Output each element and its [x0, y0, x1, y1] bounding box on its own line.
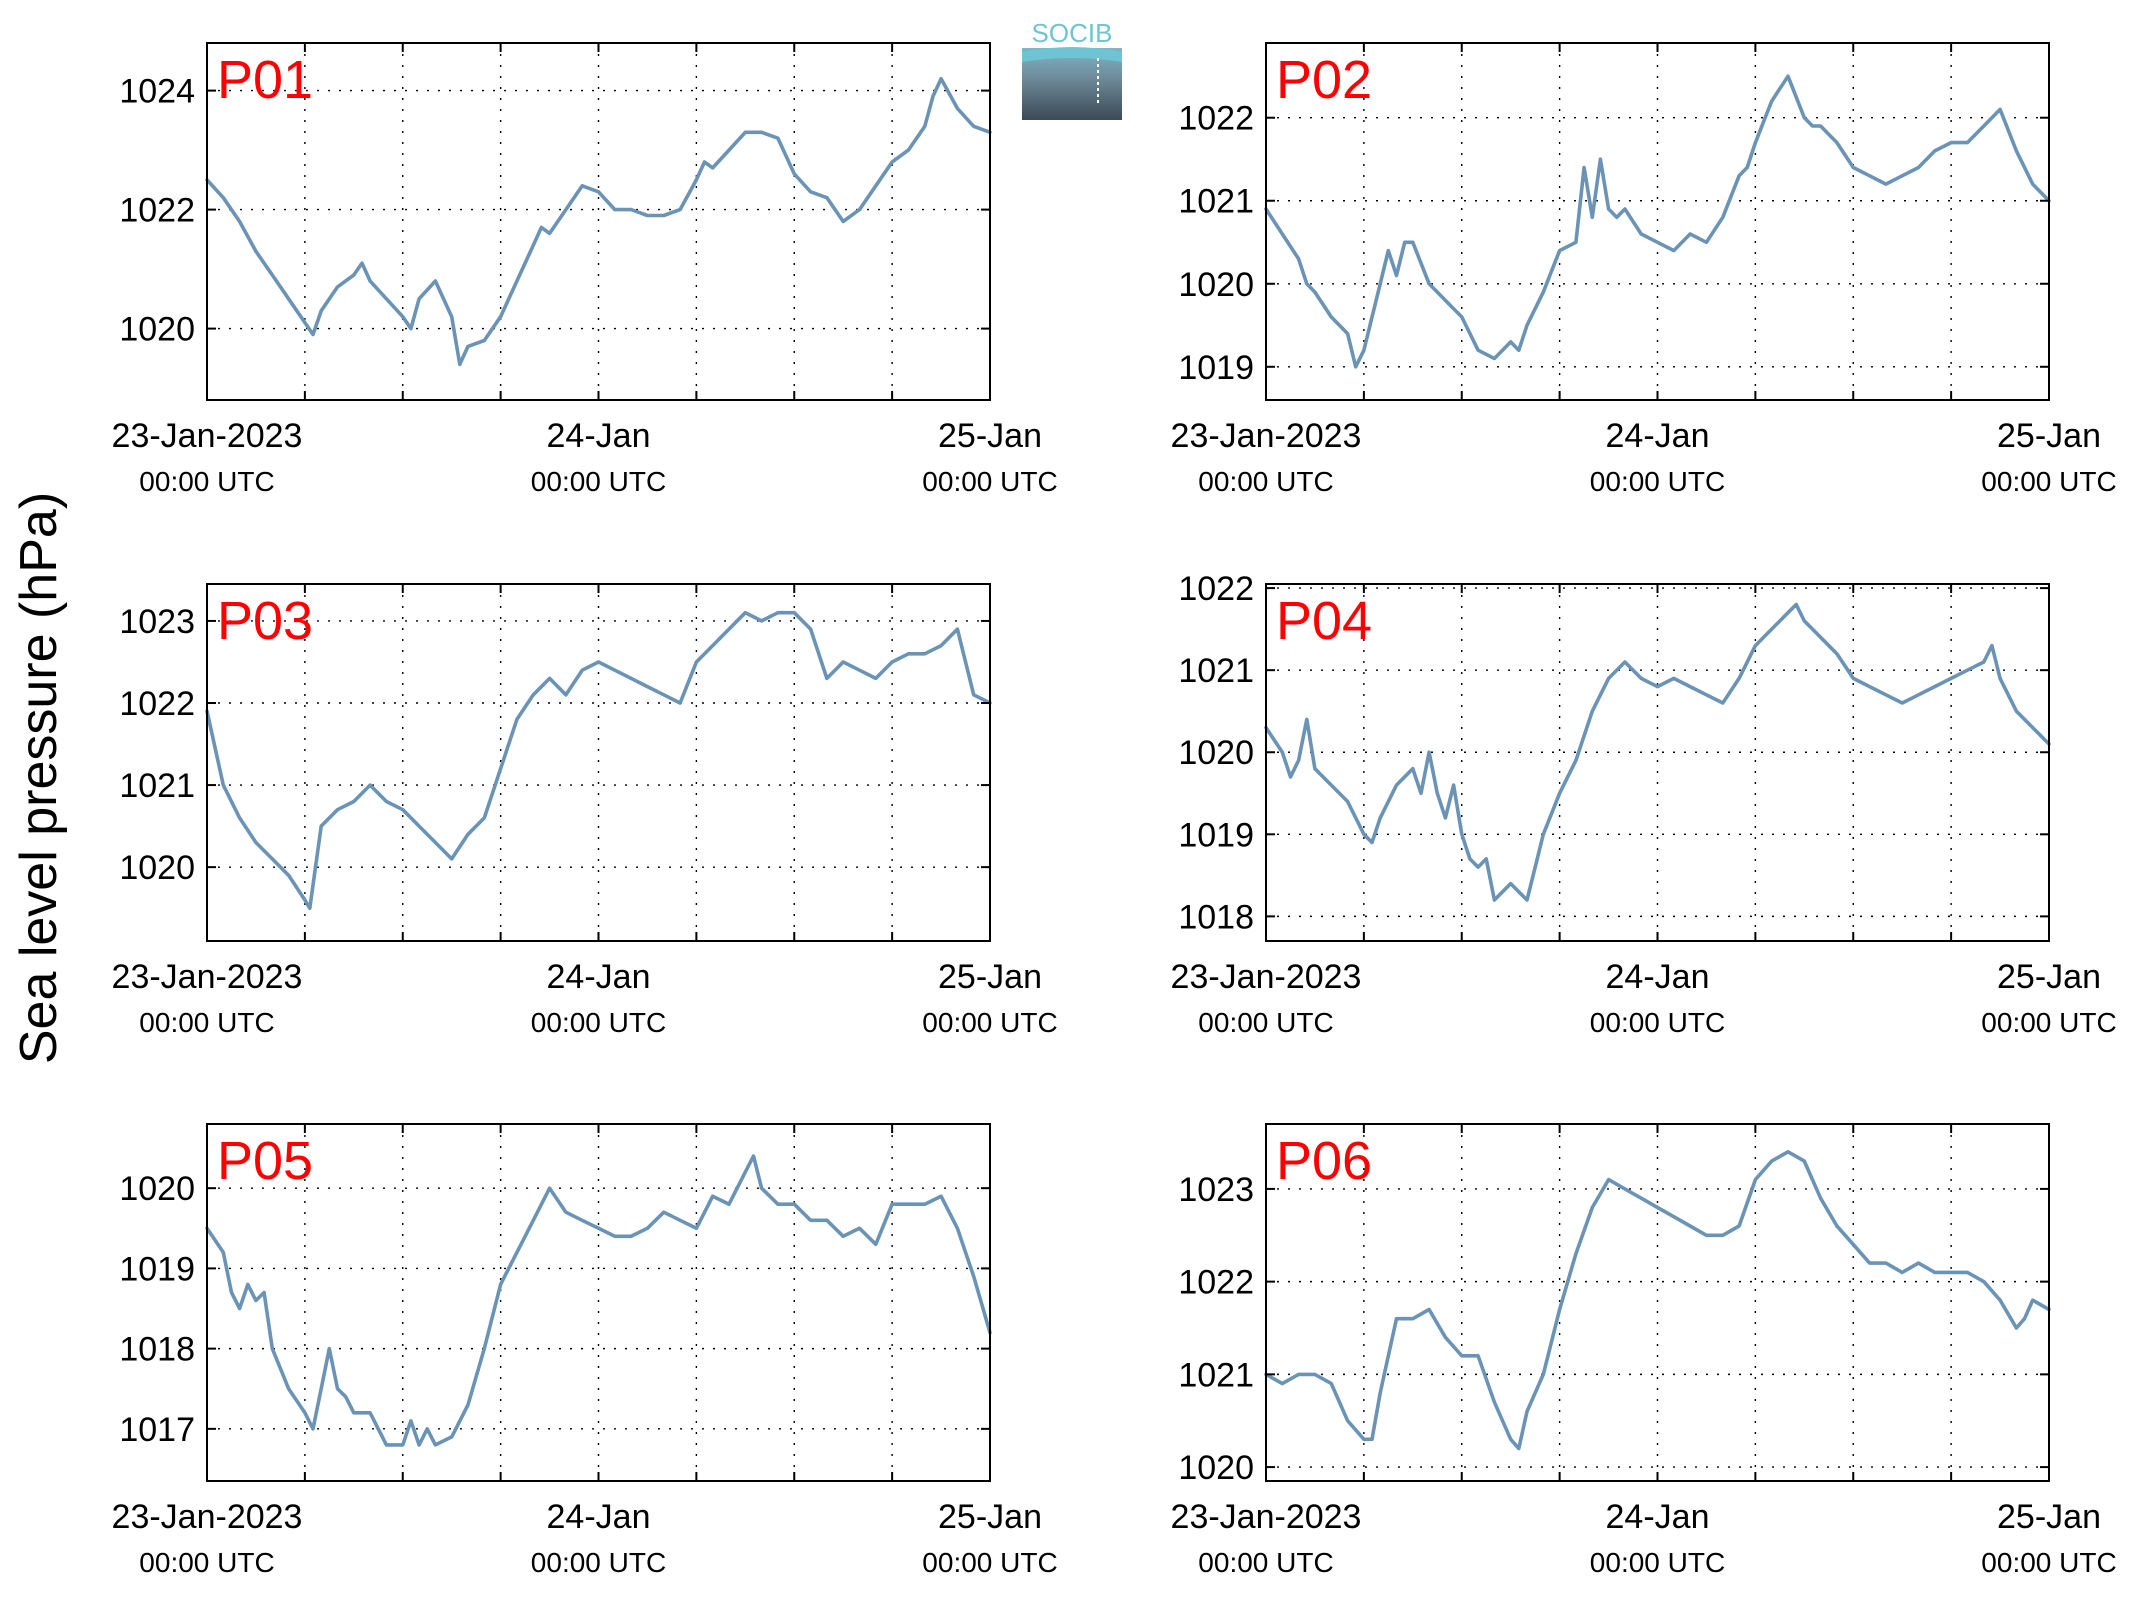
y-tick-label: 1022 [1178, 1264, 1254, 1302]
x-tick-label-date: 23-Jan-2023 [112, 417, 303, 455]
x-tick-label-time: 00:00 UTC [1198, 1007, 1333, 1038]
x-tick-label-time: 00:00 UTC [531, 1547, 666, 1578]
axes-frame [1265, 1123, 2050, 1482]
x-tick-label-date: 25-Jan [1997, 1498, 2101, 1536]
panel-label: P04 [1276, 591, 1372, 651]
chart-panel-2: 1019 1020 1021 1022 23-Jan-2023 00:00 UTC 24-J… [1171, 42, 2117, 497]
y-tick-label: 1019 [1178, 349, 1254, 387]
x-tick-label-date: 24-Jan [547, 1498, 651, 1536]
x-tick-label-date: 25-Jan [938, 958, 1042, 996]
x-tick-label-date: 24-Jan [1606, 417, 1710, 455]
x-tick-label-time: 00:00 UTC [531, 466, 666, 497]
y-tick-label: 1023 [119, 603, 195, 641]
axes-frame [206, 583, 991, 942]
y-tick-label: 1021 [119, 767, 195, 805]
x-tick-label-time: 00:00 UTC [1198, 1547, 1333, 1578]
x-tick-label-time: 00:00 UTC [922, 1547, 1057, 1578]
y-tick-label: 1020 [119, 1170, 195, 1208]
panel-label: P05 [217, 1131, 313, 1191]
axes-frame [1265, 583, 2050, 942]
pressure-series-line [1264, 602, 2051, 902]
x-tick-label-date: 24-Jan [547, 958, 651, 996]
pressure-series-line [1264, 74, 2051, 369]
x-tick-label-time: 00:00 UTC [139, 1007, 274, 1038]
y-tick-label: 1019 [1178, 816, 1254, 854]
chart-panel-5: 1017 1018 1019 1020 23-Jan-2023 00:00 UTC 24-J… [112, 1123, 1058, 1578]
x-tick-label-time: 00:00 UTC [531, 1007, 666, 1038]
x-tick-label-time: 00:00 UTC [1198, 466, 1333, 497]
y-tick-label: 1022 [119, 192, 195, 230]
y-tick-label: 1020 [119, 849, 195, 887]
panel-label: P02 [1276, 50, 1372, 110]
x-tick-label-date: 25-Jan [1997, 958, 2101, 996]
x-tick-label-date: 23-Jan-2023 [1171, 958, 1362, 996]
y-tick-label: 1022 [1178, 100, 1254, 138]
x-tick-label-date: 25-Jan [1997, 417, 2101, 455]
x-tick-label-time: 00:00 UTC [1981, 466, 2116, 497]
x-tick-label-time: 00:00 UTC [139, 466, 274, 497]
y-tick-label: 1018 [119, 1331, 195, 1369]
y-tick-label: 1023 [1178, 1171, 1254, 1209]
y-tick-label: 1021 [1178, 183, 1254, 221]
y-tick-label: 1021 [1178, 652, 1254, 690]
chart-panel-6: 1020 1021 1022 1023 23-Jan-2023 00:00 UTC 24-J… [1171, 1123, 2117, 1578]
y-tick-label: 1022 [119, 685, 195, 723]
x-tick-label-date: 23-Jan-2023 [112, 1498, 303, 1536]
y-tick-label: 1018 [1178, 898, 1254, 936]
x-tick-label-time: 00:00 UTC [1590, 466, 1725, 497]
x-tick-label-date: 24-Jan [547, 417, 651, 455]
x-tick-label-time: 00:00 UTC [922, 466, 1057, 497]
x-tick-label-time: 00:00 UTC [922, 1007, 1057, 1038]
axes-frame [1265, 42, 2050, 401]
x-tick-label-date: 23-Jan-2023 [1171, 1498, 1362, 1536]
y-tick-label: 1022 [1178, 570, 1254, 608]
chart-panel-3: 1020 1021 1022 1023 23-Jan-2023 00:00 UTC 24-J… [112, 583, 1058, 1038]
x-tick-label-date: 23-Jan-2023 [1171, 417, 1362, 455]
y-tick-label: 1020 [1178, 266, 1254, 304]
y-tick-label: 1020 [119, 311, 195, 349]
y-tick-label: 1019 [119, 1250, 195, 1288]
axes-frame [206, 1123, 991, 1482]
y-tick-label: 1017 [119, 1411, 195, 1449]
socib-logo-text: SOCIB [1032, 18, 1113, 48]
pressure-series-line [1264, 1150, 2051, 1451]
x-tick-label-time: 00:00 UTC [1590, 1007, 1725, 1038]
y-tick-label: 1020 [1178, 734, 1254, 772]
x-tick-label-date: 24-Jan [1606, 958, 1710, 996]
x-tick-label-time: 00:00 UTC [1981, 1007, 2116, 1038]
pressure-series-line [205, 76, 992, 367]
x-tick-label-date: 24-Jan [1606, 1498, 1710, 1536]
socib-logo: SOCIB [1020, 18, 1124, 122]
panel-label: P01 [217, 50, 313, 110]
x-tick-label-date: 23-Jan-2023 [112, 958, 303, 996]
axes-frame [206, 42, 991, 401]
x-tick-label-time: 00:00 UTC [1981, 1547, 2116, 1578]
pressure-series-line [205, 1154, 992, 1447]
chart-panel-4: 1018 1019 1020 1021 1022 23-Jan-2023 00:00 UTC… [1171, 570, 2117, 1038]
x-tick-label-time: 00:00 UTC [1590, 1547, 1725, 1578]
socib-logo-icon: SOCIB [1022, 18, 1122, 120]
y-tick-label: 1020 [1178, 1449, 1254, 1487]
pressure-series-line [205, 610, 992, 910]
x-tick-label-time: 00:00 UTC [139, 1547, 274, 1578]
chart-panel-1: 1020 1022 1024 23-Jan-2023 00:00 UTC 24-Jan 00… [112, 42, 1058, 497]
y-tick-label: 1024 [119, 73, 195, 111]
y-tick-label: 1021 [1178, 1356, 1254, 1394]
x-tick-label-date: 25-Jan [938, 1498, 1042, 1536]
panel-label: P03 [217, 591, 313, 651]
panel-label: P06 [1276, 1131, 1372, 1191]
x-tick-label-date: 25-Jan [938, 417, 1042, 455]
